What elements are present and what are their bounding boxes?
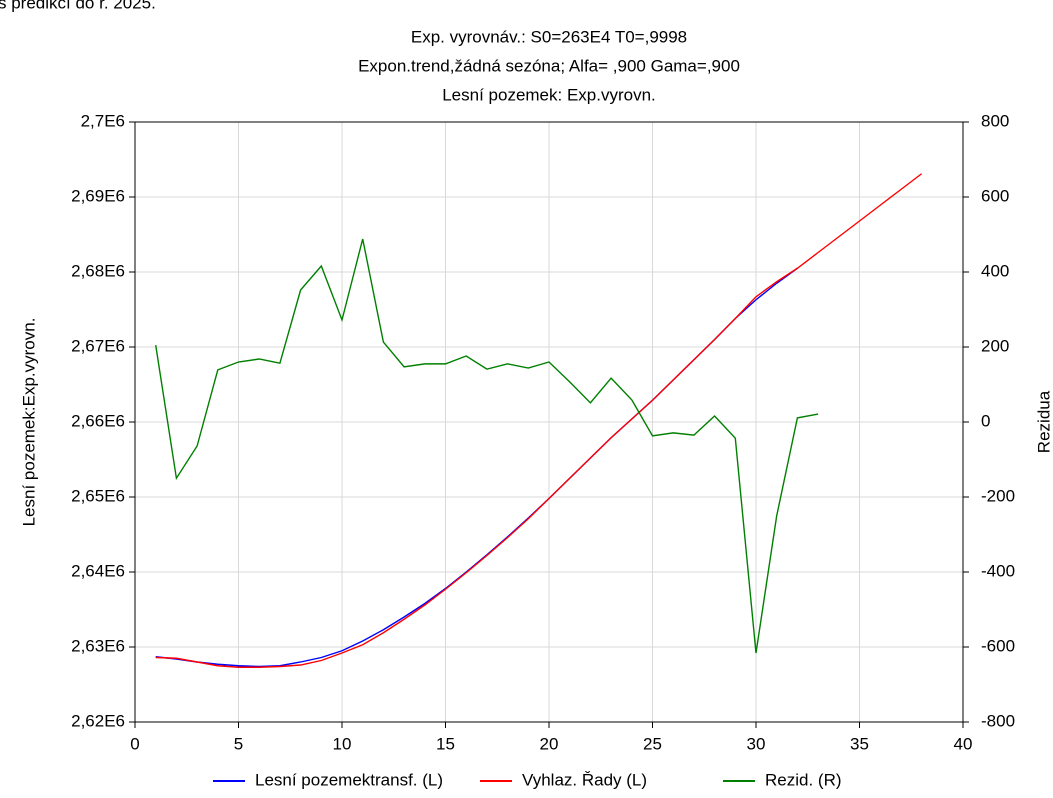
y2-tick-label: 200 [981,336,1009,355]
legend-label: Vyhlaz. Řady (L) [522,770,647,789]
y-tick-label: 2,64E6 [71,561,125,580]
y-tick-label: 2,62E6 [71,711,125,730]
x-tick-label: 0 [130,734,139,753]
y2-tick-label: -800 [981,711,1015,730]
x-tick-label: 20 [540,734,559,753]
series-line [155,267,798,668]
y2-tick-label: -400 [981,561,1015,580]
chart-title: Exp. vyrovnáv.: S0=263E4 T0=,9998 [411,27,687,46]
x-tick-label: 40 [954,734,973,753]
y-tick-label: 2,7E6 [81,111,125,130]
y-tick-label: 2,63E6 [71,636,125,655]
legend-label: Lesní pozemektransf. (L) [255,770,443,789]
y2-tick-label: 400 [981,261,1009,280]
series-line [155,238,819,654]
y2-tick-label: 800 [981,111,1009,130]
y2-tick-label: 0 [981,411,990,430]
x-tick-label: 5 [234,734,243,753]
caption: s predikcí do r. 2025. [0,0,156,12]
x-tick-label: 15 [436,734,455,753]
legend-label: Rezid. (R) [765,770,842,789]
chart-subtitle: Lesní pozemek: Exp.vyrovn. [442,85,656,104]
chart-subtitle: Expon.trend,žádná sezóna; Alfa= ,900 Gam… [358,56,740,75]
y2-tick-label: -200 [981,486,1015,505]
y-axis-label: Lesní pozemek:Exp.vyrovn. [19,318,38,527]
x-tick-label: 30 [747,734,766,753]
y2-axis-label: Rezidua [1034,390,1053,453]
y-tick-label: 2,68E6 [71,261,125,280]
y-tick-label: 2,67E6 [71,336,125,355]
y-tick-label: 2,65E6 [71,486,125,505]
y2-tick-label: 600 [981,186,1009,205]
series-line [155,173,923,668]
x-tick-label: 35 [850,734,869,753]
x-tick-label: 25 [643,734,662,753]
x-tick-label: 10 [333,734,352,753]
y-tick-label: 2,66E6 [71,411,125,430]
plot-frame [134,121,964,723]
y2-tick-label: -600 [981,636,1015,655]
y-tick-label: 2,69E6 [71,186,125,205]
